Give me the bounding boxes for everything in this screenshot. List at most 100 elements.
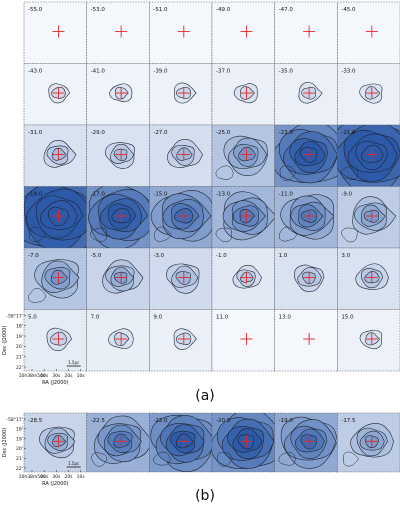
velocity-label: -21.0: [341, 130, 356, 136]
velocity-label: -17.0: [91, 192, 106, 198]
contour-level: [341, 227, 358, 243]
contour-level: [238, 146, 256, 162]
source-position-marker: [240, 210, 253, 223]
dec-tick-label: 18': [16, 324, 23, 330]
velocity-label: -37.0: [216, 69, 231, 75]
velocity-label: -1.0: [216, 253, 227, 259]
contour-level: [342, 451, 359, 467]
a-channel-9: -37.0: [211, 63, 275, 126]
a-channel-10: -35.0: [274, 63, 338, 126]
contour-level: [340, 165, 359, 181]
contour-level: [217, 451, 234, 467]
contour-level: [215, 227, 233, 243]
a-channel-13: -29.0: [86, 124, 150, 187]
contour-level: [175, 271, 191, 285]
source-position-marker: [303, 148, 316, 161]
a-channel-34: 13.0: [274, 309, 338, 372]
velocity-label: 7.0: [91, 315, 100, 321]
panel-a-caption: (a): [195, 388, 215, 404]
panel-a-grid: -55.0 -53.0 -51.0 -49.0 -47.0 -45.0 -43.0 -41.0…: [23, 1, 400, 372]
ra-tick-label: 20s: [64, 373, 73, 379]
a-channel-22: -11.0: [274, 186, 338, 249]
a-channel-31: 7.0: [86, 309, 150, 372]
source-position-marker: [115, 333, 128, 346]
a-channel-15: -25.0: [211, 124, 275, 187]
panel-b-grid: -28.5 -22.5 -22.0 -20.5 -19.0 -17.5: [23, 412, 400, 473]
a-channel-0: -55.0: [23, 1, 87, 64]
source-position-marker: [240, 87, 253, 100]
a-channel-23: -9.0: [337, 186, 400, 249]
a-channel-2: -51.0: [149, 1, 213, 64]
ra-tick-label: 20s: [64, 474, 73, 480]
a-channel-6: -43.0: [23, 63, 87, 126]
source-position-marker: [115, 25, 128, 38]
velocity-label: -11.0: [279, 192, 294, 198]
velocity-label: -45.0: [341, 7, 356, 13]
a-channel-30: 5.0: [23, 309, 87, 372]
ra-tick-label: 40s: [40, 474, 49, 480]
source-position-marker: [303, 435, 316, 448]
source-position-marker: [303, 333, 316, 346]
velocity-label: -19.0: [279, 418, 294, 424]
a-channel-28: 1.0: [274, 247, 338, 310]
velocity-label: -7.0: [28, 253, 39, 259]
source-position-marker: [52, 148, 65, 161]
dec-tick-label: -58°17': [6, 313, 23, 319]
ra-tick-label: 30s: [52, 373, 61, 379]
dec-tick-label: 19': [16, 334, 23, 340]
velocity-label: -20.5: [216, 418, 231, 424]
ra-tick-label: 10h38m50s: [19, 474, 46, 480]
source-position-marker: [115, 210, 128, 223]
contour-level: [237, 434, 255, 450]
source-position-marker: [365, 87, 378, 100]
scale-bar-label: 1.5pc: [68, 360, 79, 365]
velocity-label: -5.0: [91, 253, 102, 259]
b-channel-4: -19.0: [274, 412, 338, 473]
ra-tick-label: 10s: [77, 373, 86, 379]
b-dec-ticks: -58°17' 18' 19' 20' 21' 22': [6, 417, 26, 472]
ra-axis-label: RA (J2000): [42, 380, 68, 386]
velocity-label: 13.0: [279, 315, 292, 321]
velocity-label: 15.0: [341, 315, 354, 321]
a-channel-5: -45.0: [337, 1, 400, 64]
velocity-label: -39.0: [153, 69, 168, 75]
source-position-marker: [365, 435, 378, 448]
a-channel-1: -53.0: [86, 1, 150, 64]
source-position-marker: [240, 25, 253, 38]
a-channel-7: -41.0: [86, 63, 150, 126]
channel-background: [212, 2, 275, 64]
b-channel-1: -22.5: [86, 412, 150, 473]
source-position-marker: [52, 271, 65, 284]
source-position-marker: [177, 210, 190, 223]
a-channel-4: -47.0: [274, 1, 338, 64]
velocity-label: -23.0: [279, 130, 294, 136]
channel-background: [86, 2, 150, 64]
velocity-label: -9.0: [341, 192, 352, 198]
contour-level: [154, 226, 172, 242]
source-position-marker: [240, 435, 253, 448]
a-channel-21: -13.0: [211, 186, 275, 249]
velocity-label: -49.0: [216, 7, 231, 13]
scale-bar: 1.5pc: [66, 461, 81, 468]
b-channel-5: -17.5: [337, 412, 400, 473]
a-channel-33: 11.0: [211, 309, 275, 372]
dec-tick-label: 22': [16, 466, 23, 472]
source-position-marker: [240, 333, 253, 346]
a-channel-20: -15.0: [149, 186, 213, 249]
velocity-label: -29.0: [91, 130, 106, 136]
b-channel-0: -28.5: [23, 412, 87, 473]
source-position-marker: [365, 148, 378, 161]
velocity-label: -25.0: [216, 130, 231, 136]
dec-tick-label: 21': [16, 456, 23, 462]
source-position-marker: [115, 148, 128, 161]
velocity-label: -19.0: [28, 192, 43, 198]
a-channel-19: -17.0: [86, 186, 150, 249]
contour-level: [27, 288, 47, 303]
contour-level: [153, 451, 171, 466]
contour-level: [361, 144, 384, 163]
velocity-label: -22.5: [91, 418, 106, 424]
ra-tick-label: 10h38m50s: [19, 373, 46, 379]
dec-tick-label: 22': [16, 365, 23, 371]
